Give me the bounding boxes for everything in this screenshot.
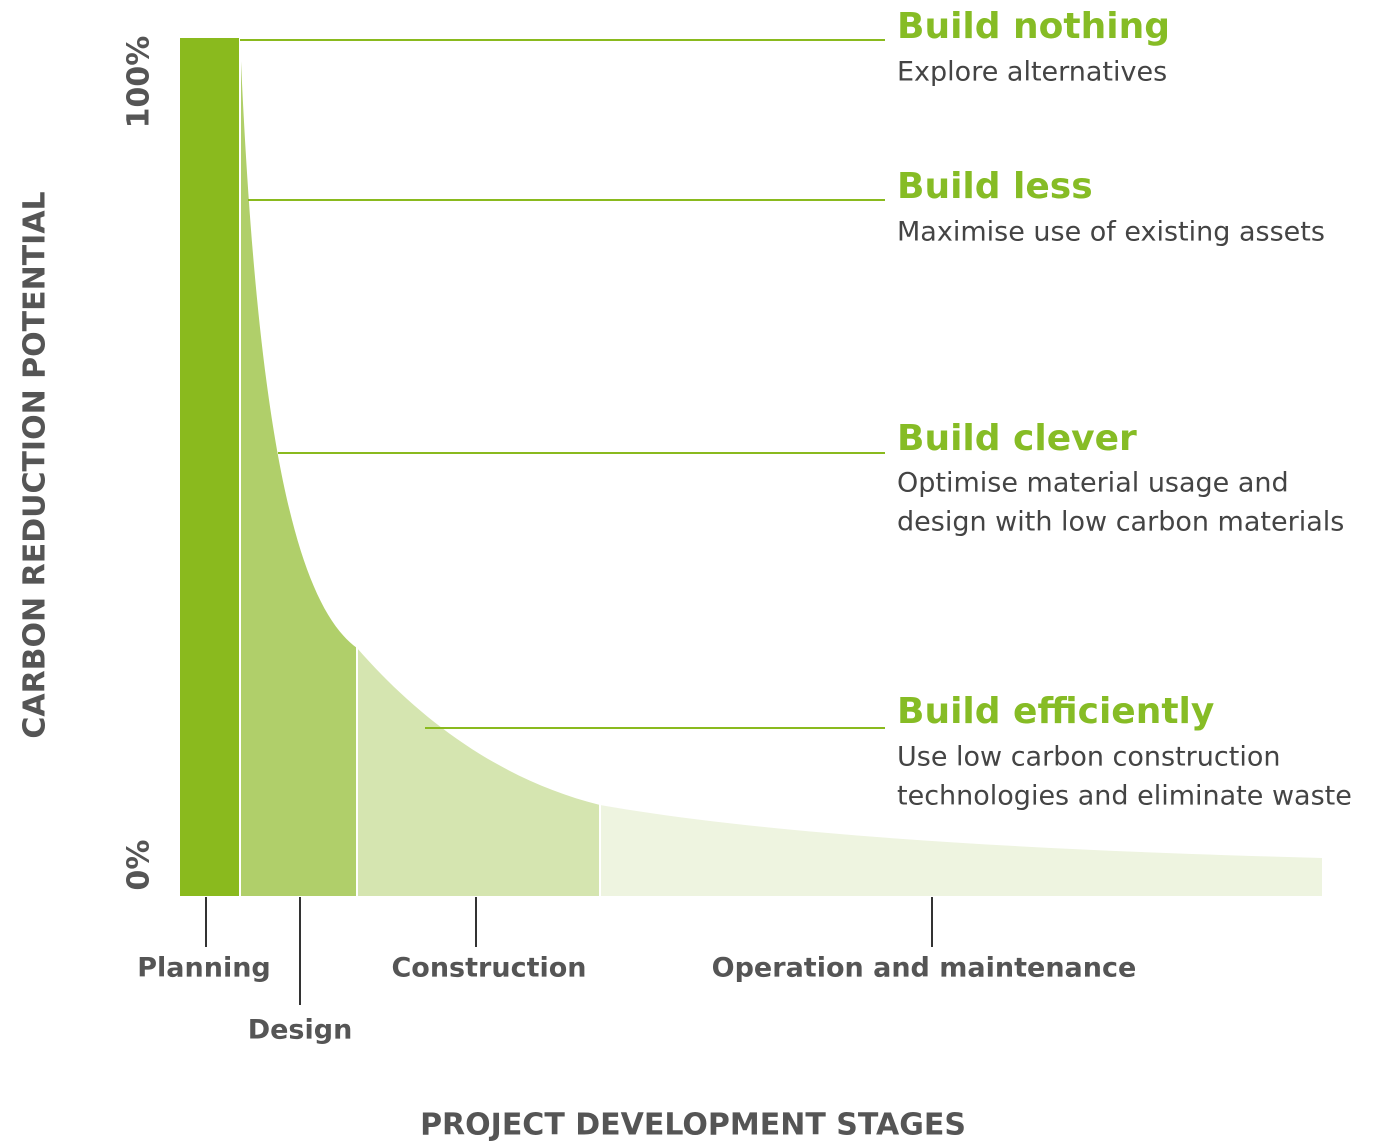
strategy-title: Build clever bbox=[897, 418, 1137, 459]
planning-region bbox=[180, 38, 240, 896]
curve-area bbox=[180, 38, 1322, 896]
y-axis-label: CARBON REDUCTION POTENTIAL bbox=[18, 191, 53, 738]
strategy-title: Build less bbox=[897, 166, 1093, 207]
operation-region bbox=[600, 805, 1322, 896]
strategy-title: Build nothing bbox=[897, 6, 1170, 47]
strategy-description: Use low carbon construction bbox=[897, 742, 1280, 773]
strategy-description: design with low carbon materials bbox=[897, 507, 1344, 538]
strategy-title: Build efficiently bbox=[897, 691, 1214, 732]
strategy-description: Maximise use of existing assets bbox=[897, 217, 1325, 248]
y-tick-label: 0% bbox=[122, 840, 157, 891]
design-region bbox=[240, 38, 357, 896]
stage-label: Construction bbox=[391, 953, 586, 984]
construction-region bbox=[357, 648, 600, 896]
stage-label: Operation and maintenance bbox=[712, 953, 1137, 984]
strategy-description: Optimise material usage and bbox=[897, 468, 1289, 499]
stage-label: Planning bbox=[137, 953, 271, 984]
strategy-description: Explore alternatives bbox=[897, 57, 1167, 88]
stage-label: Design bbox=[248, 1015, 353, 1046]
strategy-description: technologies and eliminate waste bbox=[897, 781, 1352, 812]
x-axis-label: PROJECT DEVELOPMENT STAGES bbox=[420, 1108, 966, 1143]
y-tick-label: 100% bbox=[122, 36, 157, 129]
